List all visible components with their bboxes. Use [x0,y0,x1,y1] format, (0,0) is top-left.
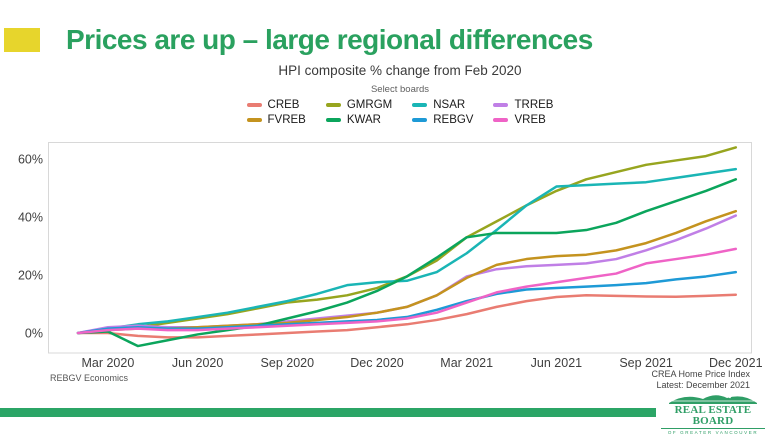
rebgv-logo-art [669,393,757,404]
series-line-VREB [76,247,738,335]
y-tick-label: 0% [25,327,43,341]
series-line-REBGV [76,270,738,335]
legend-item-GMRGM: GMRGM [325,98,393,112]
legend-dash-icon [493,103,509,107]
x-axis-labels: Mar 2020 Jun 2020 Sep 2020 Dec 2020 Mar 2021… [81,356,762,370]
chart-title: HPI composite % change from Feb 2020 [278,63,522,78]
rebgv-logo: REAL ESTATE BOARD OF GREATER VANCOUVER [661,392,765,436]
legend-label: KWAR [346,114,381,126]
x-tick-label: Sep 2021 [619,356,673,370]
legend-item-REBGV: REBGV [412,113,473,127]
legend-item-TRREB: TRREB [493,98,553,112]
page-title: Prices are up – large regional differenc… [66,24,593,55]
x-tick-label: Jun 2020 [172,356,223,370]
series-line-FVREB [76,209,738,335]
x-tick-label: Sep 2020 [261,356,315,370]
series-line-NSAR [76,167,738,335]
crea-note-line1: CREA Home Price Index [651,369,750,379]
select-boards-label: Select boards [370,84,430,95]
footer-bar [0,408,656,417]
legend-label: GMRGM [346,99,393,111]
y-tick-label: 40% [18,211,43,225]
legend-dash-icon [325,118,341,122]
title-accent-bar [4,28,40,52]
legend-dash-icon [246,103,262,107]
series-line-GMRGM [76,146,738,335]
legend-dash-icon [412,103,428,107]
legend-label: CREB [267,99,300,111]
crea-note-line2: Latest: December 2021 [656,380,750,390]
legend-dash-icon [246,118,262,122]
legend-dash-icon [493,118,509,122]
plot-border [48,142,752,354]
series-line-TRREB [76,214,738,335]
y-tick-label: 60% [18,153,43,167]
x-tick-label: Dec 2020 [350,356,404,370]
x-tick-label: Dec 2021 [709,356,763,370]
logo-text-main: REAL ESTATE BOARD [661,405,765,429]
legend-item-KWAR: KWAR [325,113,381,127]
legend-label: REBGV [433,114,474,126]
logo-text-sub: OF GREATER VANCOUVER [667,430,759,435]
legend-label: NSAR [433,99,466,111]
y-axis-labels: 0% 20% 40% 60% [18,153,43,341]
crea-note: CREA Home Price Index Latest: December 2… [651,369,750,391]
legend-item-VREB: VREB [493,113,546,127]
x-tick-label: Mar 2020 [81,356,134,370]
legend-item-CREB: CREB [246,98,300,112]
series-line-KWAR [76,178,738,348]
legend-item-FVREB: FVREB [246,113,306,127]
x-tick-label: Mar 2021 [440,356,493,370]
chart-legend: CREB GMRGM NSAR TRREB FVREB KWAR REBGV VREB [32,98,768,127]
line-chart: 0% 20% 40% 60% Mar 2020 Jun 2020 Sep 2020 Dec … [18,142,763,370]
series-lines [76,146,738,348]
y-tick-label: 20% [18,269,43,283]
source-note: REBGV Economics [50,373,129,383]
legend-label: FVREB [267,114,306,126]
legend-dash-icon [412,118,428,122]
legend-label: VREB [514,114,546,126]
legend-dash-icon [325,103,341,107]
legend-label: TRREB [514,99,554,111]
x-tick-label: Jun 2021 [531,356,582,370]
legend-item-NSAR: NSAR [412,98,465,112]
